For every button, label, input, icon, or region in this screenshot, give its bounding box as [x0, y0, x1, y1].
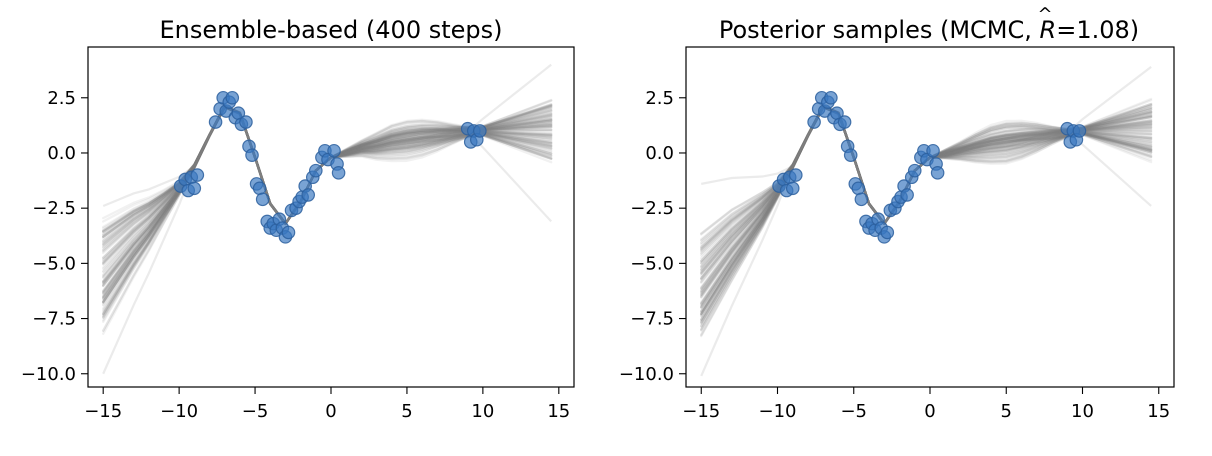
axis-ticks: −15 −10 −5 0 5 10 15 2.5 0.0 −2.5 −5.0 −7.5 −10.0 [21, 88, 570, 422]
sample-curve [102, 106, 553, 335]
sample-curve [700, 106, 1153, 332]
x-tick-label: −10 [160, 401, 198, 422]
sample-curve [700, 106, 1153, 338]
x-tick-label: −15 [84, 401, 122, 422]
observed-point [327, 143, 341, 158]
observed-point [255, 192, 270, 207]
observed-points [772, 90, 1087, 244]
x-tick-label: 5 [1001, 401, 1012, 422]
observed-point [190, 168, 205, 182]
observed-point [252, 181, 267, 196]
sample-curves [700, 65, 1153, 377]
observed-point [1072, 124, 1087, 138]
x-tick-label: 5 [401, 401, 412, 422]
x-tick-label: 0 [325, 401, 336, 422]
observed-point [281, 225, 296, 240]
ensemble-panel: −15 −10 −5 0 5 10 15 2.5 0.0 −2.5 −5.0 −7.5 −10.0 En… [21, 16, 575, 422]
panel-title: Posterior samples (MCMC, R=1.08) [719, 16, 1139, 44]
panel-title-suffix: =1.08) [1056, 16, 1139, 44]
observed-point [788, 168, 803, 182]
panel-title-prefix: Posterior samples (MCMC, [719, 16, 1040, 44]
axes-frame [87, 46, 575, 388]
x-tick-label: 15 [547, 401, 570, 422]
observed-point [331, 166, 346, 180]
observed-point [239, 115, 253, 129]
observed-point [807, 115, 821, 129]
observed-point [473, 124, 487, 138]
x-tick-label: 10 [1071, 401, 1094, 422]
observed-point [907, 163, 922, 178]
panel-title-hat: ^ [1037, 4, 1052, 25]
y-tick-label: 0.0 [645, 143, 674, 164]
sample-curve [700, 106, 1153, 336]
observed-point [900, 188, 914, 202]
x-tick-label: −5 [242, 401, 269, 422]
sample-curve [700, 106, 1153, 331]
sample-curve [102, 106, 553, 332]
sample-curve [102, 106, 553, 322]
x-tick-label: 15 [1147, 401, 1170, 422]
y-tick-label: −2.5 [32, 198, 76, 219]
panel-title: Ensemble-based (400 steps) [159, 16, 502, 44]
observed-point [309, 163, 323, 178]
observed-point [785, 181, 800, 196]
observed-point [930, 166, 945, 180]
sample-curve [700, 106, 1153, 337]
observed-point [208, 115, 223, 129]
observed-point [926, 143, 940, 158]
y-tick-label: −7.5 [32, 309, 76, 330]
axis-ticks: −15 −10 −5 0 5 10 15 2.5 0.0 −2.5 −5.0 −7.5 −10.0 [619, 88, 1170, 422]
observed-point [824, 90, 838, 105]
y-tick-label: 2.5 [645, 88, 674, 109]
x-tick-label: −5 [840, 401, 867, 422]
sample-curve [700, 106, 1153, 332]
y-tick-label: −5.0 [630, 253, 674, 274]
posterior-panel: −15 −10 −5 0 5 10 15 2.5 0.0 −2.5 −5.0 −7.5 −10.0 Po… [619, 4, 1175, 422]
observed-point [245, 148, 259, 162]
y-tick-label: −7.5 [630, 309, 674, 330]
y-tick-label: 2.5 [47, 88, 76, 109]
observed-point [854, 192, 869, 207]
x-tick-label: −10 [759, 401, 797, 422]
observed-point [187, 181, 202, 196]
sample-curve [102, 105, 553, 333]
y-tick-label: −10.0 [619, 364, 674, 385]
sample-curve [102, 106, 553, 323]
y-tick-label: −2.5 [630, 198, 674, 219]
observed-points [173, 90, 487, 244]
x-tick-label: 10 [471, 401, 494, 422]
observed-point [880, 225, 895, 240]
observed-point [837, 115, 852, 129]
sample-curve [700, 106, 1153, 331]
panel-title-symbol: R [1040, 16, 1057, 44]
observed-point [843, 148, 858, 162]
sample-curves [102, 63, 553, 375]
x-tick-label: 0 [924, 401, 935, 422]
y-tick-label: −10.0 [21, 364, 76, 385]
observed-point [301, 188, 316, 202]
y-tick-label: 0.0 [47, 143, 76, 164]
observed-point [851, 181, 866, 196]
observed-point [225, 90, 240, 105]
x-tick-label: −15 [682, 401, 720, 422]
y-tick-label: −5.0 [32, 253, 76, 274]
axes-frame [685, 46, 1175, 388]
